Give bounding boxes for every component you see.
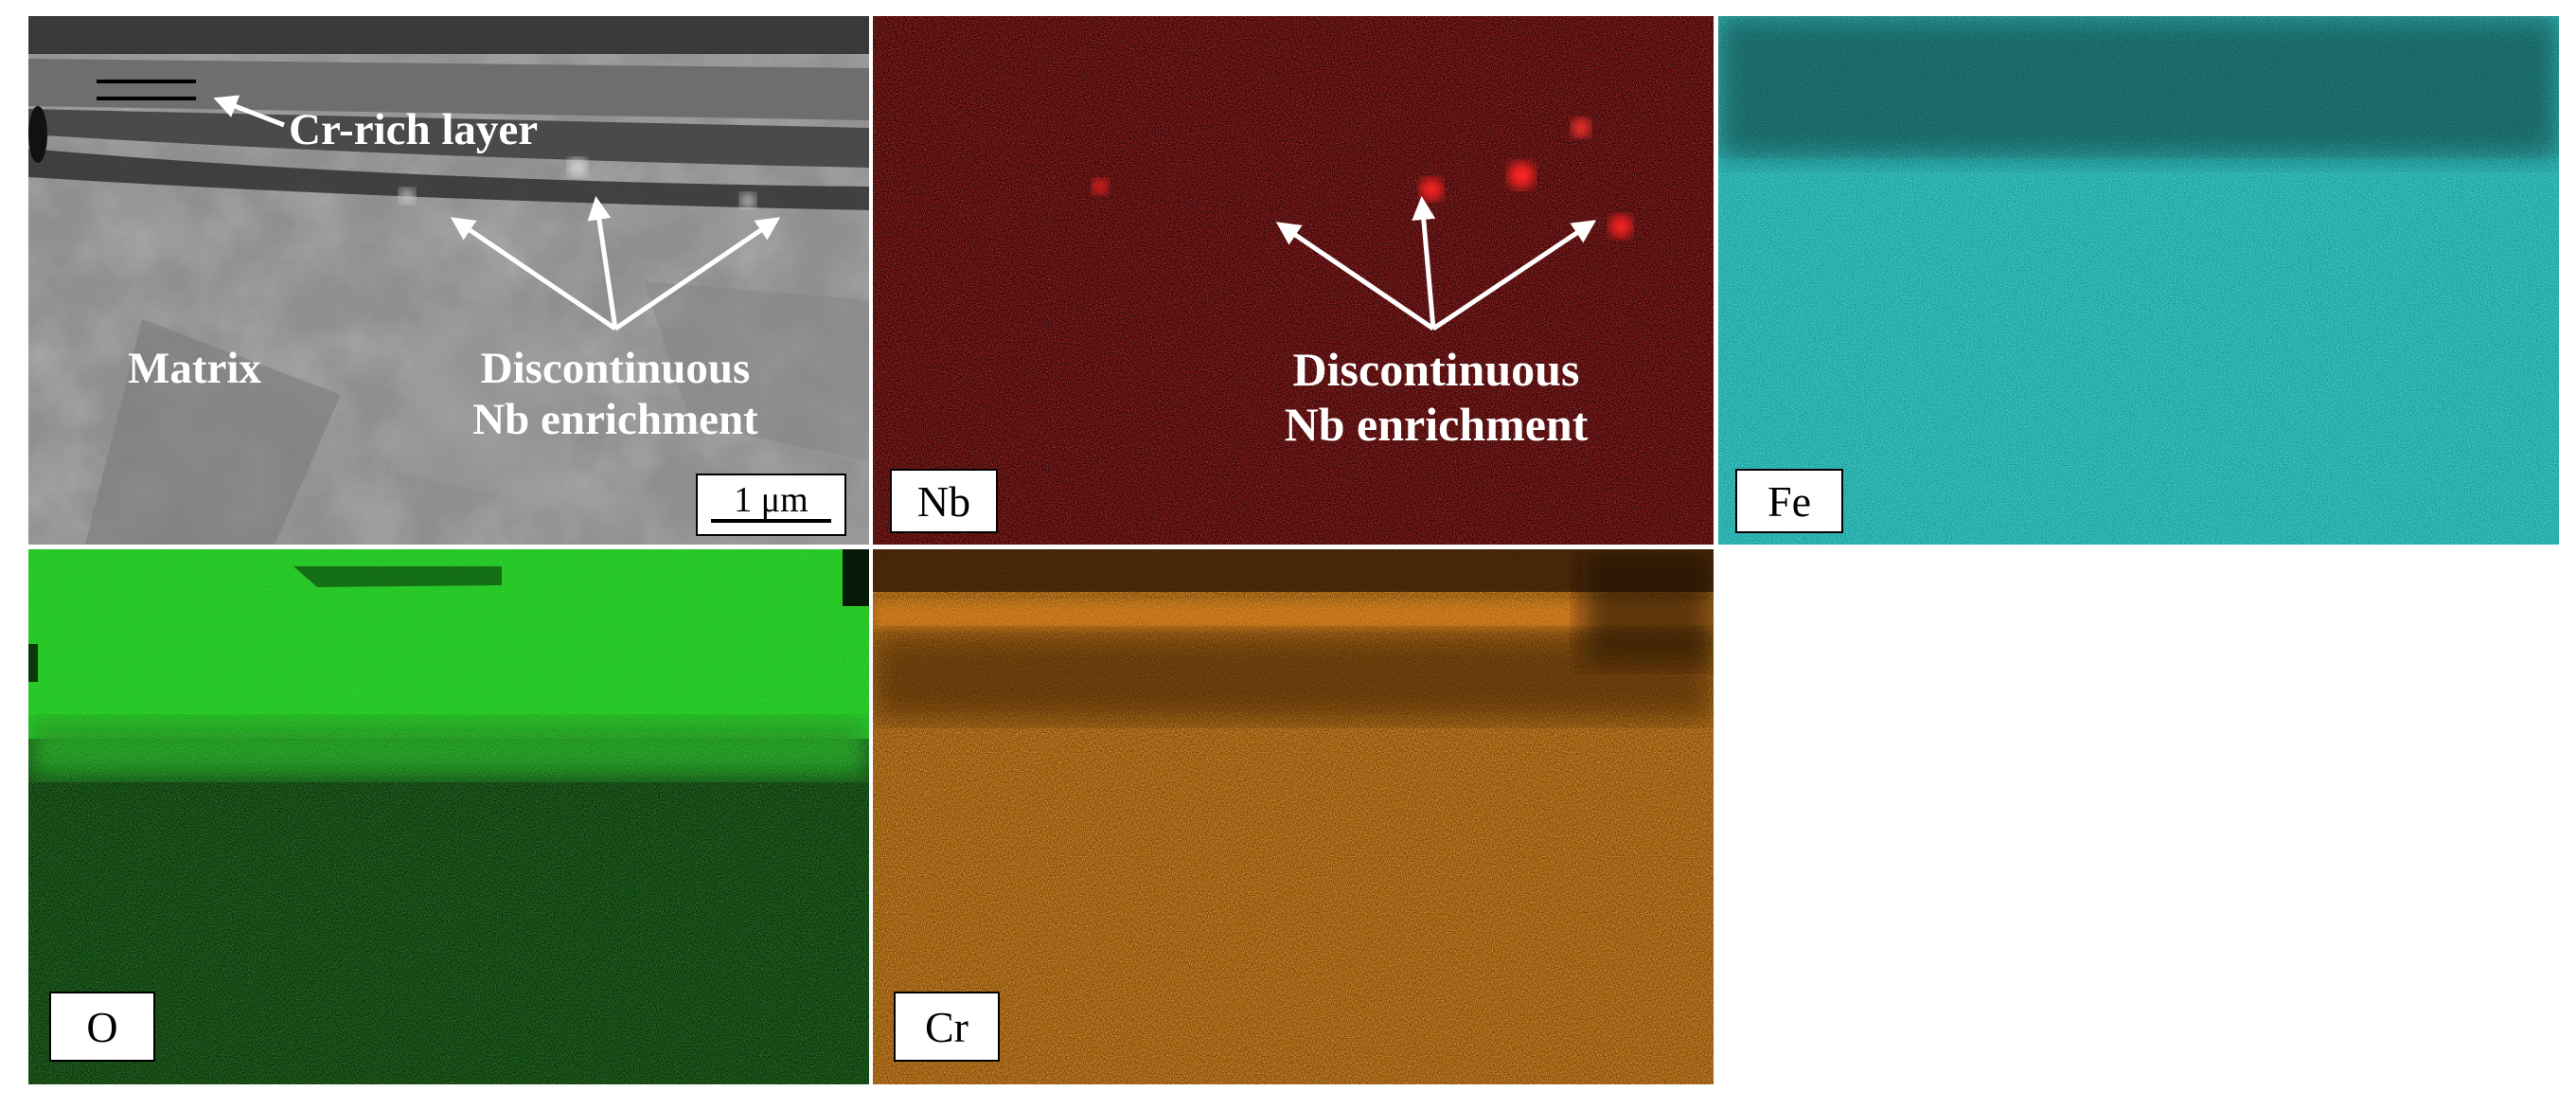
scale-bar-text: 1 μm xyxy=(734,480,808,520)
nb-element-label: Nb xyxy=(890,469,998,533)
fe-element-label: Fe xyxy=(1735,469,1843,533)
nb-arrow-middle xyxy=(587,196,618,330)
nb-map-arrow-middle xyxy=(1412,196,1436,330)
scale-bar: 1 μm xyxy=(696,474,846,536)
nb-map-arrow-right xyxy=(1431,220,1597,331)
nb-map-image xyxy=(873,16,1714,545)
nb-arrow-left xyxy=(450,217,617,331)
o-element-label: O xyxy=(49,992,155,1062)
nb-enrichment-label: Discontinuous Nb enrichment xyxy=(417,343,814,445)
nb-label-line1: Discontinuous xyxy=(480,344,751,393)
nb-map-arrow-left xyxy=(1275,222,1435,331)
o-map-panel: O xyxy=(28,549,869,1084)
nb-map-panel: Discontinuous Nb enrichment Nb xyxy=(873,16,1714,545)
cr-layer-arrow xyxy=(213,95,285,128)
fe-map-image xyxy=(1718,16,2559,545)
cr-map-panel: Cr xyxy=(873,549,1714,1084)
nb-map-label-line1: Discontinuous xyxy=(1292,343,1580,396)
matrix-label: Matrix xyxy=(128,344,261,393)
nb-map-arrows xyxy=(1275,196,1597,331)
cr-element-label: Cr xyxy=(894,992,1000,1062)
sem-arrows xyxy=(213,95,781,331)
scale-bar-line xyxy=(711,519,831,523)
sem-image-panel: Cr-rich layer Matrix Discontinuous Nb en… xyxy=(28,16,869,545)
cr-layer-label: Cr-rich layer xyxy=(289,105,539,154)
fe-map-panel: Fe xyxy=(1718,16,2559,545)
o-map-image xyxy=(28,549,869,1084)
cr-layer-marker-lower xyxy=(97,97,196,100)
nb-map-label-line2: Nb enrichment xyxy=(1284,397,1589,451)
cr-layer-marker xyxy=(97,80,196,83)
cr-map-image xyxy=(873,549,1714,1084)
nb-arrow-right xyxy=(613,217,781,331)
nb-map-annotation: Discontinuous Nb enrichment xyxy=(1237,343,1635,452)
nb-label-line2: Nb enrichment xyxy=(472,395,758,445)
